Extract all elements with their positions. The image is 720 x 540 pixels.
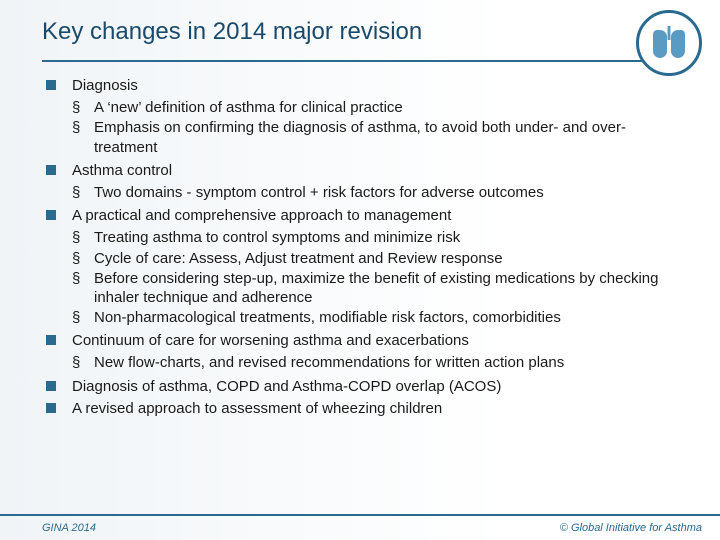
list-item: Continuum of care for worsening asthma a… (46, 331, 678, 372)
list-item: New flow-charts, and revised recommendat… (72, 353, 678, 372)
list-item: Two domains - symptom control + risk fac… (72, 183, 678, 202)
sub-bullet-text: A ‘new’ definition of asthma for clinica… (94, 99, 403, 116)
bullet-label: Diagnosis of asthma, COPD and Asthma-COP… (72, 378, 501, 395)
bullet-label: A revised approach to assessment of whee… (72, 400, 442, 417)
list-item: Diagnosis A ‘new’ definition of asthma f… (46, 76, 678, 157)
sub-bullet-text: Emphasis on confirming the diagnosis of … (94, 119, 626, 155)
list-item: A revised approach to assessment of whee… (46, 399, 678, 418)
slide-footer: GINA 2014 © Global Initiative for Asthma (0, 514, 720, 540)
list-item: Asthma control Two domains - symptom con… (46, 161, 678, 202)
list-item: Emphasis on confirming the diagnosis of … (72, 118, 678, 156)
list-item: Cycle of care: Assess, Adjust treatment … (72, 249, 678, 268)
lungs-icon (652, 26, 686, 60)
bullet-label: Asthma control (72, 162, 172, 179)
list-item: Treating asthma to control symptoms and … (72, 228, 678, 247)
gina-logo (636, 10, 702, 76)
list-item: Diagnosis of asthma, COPD and Asthma-COP… (46, 377, 678, 396)
sub-bullet-text: Non-pharmacological treatments, modifiab… (94, 309, 561, 326)
bullet-label: A practical and comprehensive approach t… (72, 207, 451, 224)
sub-bullet-list: A ‘new’ definition of asthma for clinica… (72, 98, 678, 157)
footer-right: © Global Initiative for Asthma (560, 522, 702, 534)
sub-bullet-text: New flow-charts, and revised recommendat… (94, 354, 564, 371)
logo-ring (636, 10, 702, 76)
sub-bullet-list: Two domains - symptom control + risk fac… (72, 183, 678, 202)
bullet-label: Continuum of care for worsening asthma a… (72, 332, 469, 349)
list-item: Before considering step-up, maximize the… (72, 269, 678, 307)
sub-bullet-text: Treating asthma to control symptoms and … (94, 229, 460, 246)
bullet-label: Diagnosis (72, 77, 138, 94)
sub-bullet-list: Treating asthma to control symptoms and … (72, 228, 678, 327)
list-item: A ‘new’ definition of asthma for clinica… (72, 98, 678, 117)
slide-content: Diagnosis A ‘new’ definition of asthma f… (0, 62, 720, 418)
sub-bullet-text: Before considering step-up, maximize the… (94, 270, 658, 306)
list-item: Non-pharmacological treatments, modifiab… (72, 308, 678, 327)
slide-header: Key changes in 2014 major revision (0, 0, 720, 46)
bullet-list: Diagnosis A ‘new’ definition of asthma f… (46, 76, 678, 418)
sub-bullet-list: New flow-charts, and revised recommendat… (72, 353, 678, 372)
sub-bullet-text: Two domains - symptom control + risk fac… (94, 184, 544, 201)
sub-bullet-text: Cycle of care: Assess, Adjust treatment … (94, 250, 503, 267)
slide: Key changes in 2014 major revision Diagn… (0, 0, 720, 540)
slide-title: Key changes in 2014 major revision (42, 18, 720, 46)
footer-left: GINA 2014 (42, 522, 96, 534)
list-item: A practical and comprehensive approach t… (46, 206, 678, 327)
